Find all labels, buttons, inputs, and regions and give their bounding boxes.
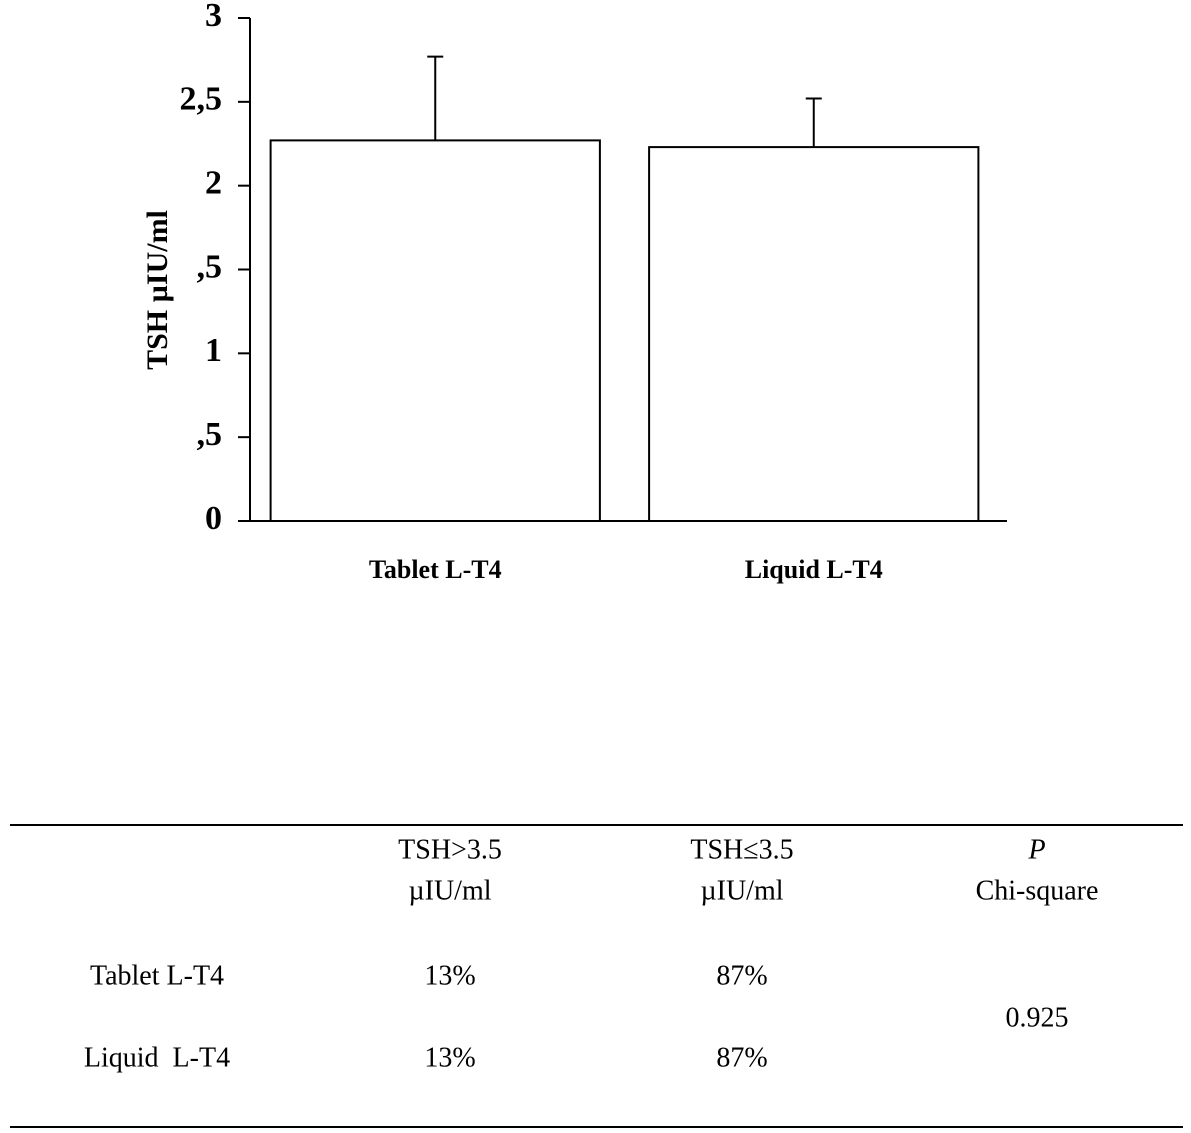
table-cell: 87% <box>716 1042 767 1073</box>
p-value: 0.925 <box>1006 1002 1069 1033</box>
column-header: µIU/ml <box>700 875 783 906</box>
y-tick-label: 0 <box>205 500 222 537</box>
x-tick-label: Liquid L-T4 <box>745 555 883 584</box>
column-header: P <box>1027 834 1045 865</box>
y-tick-label: ,5 <box>197 416 223 453</box>
column-header: TSH>3.5 <box>398 834 502 865</box>
column-header: µIU/ml <box>408 875 491 906</box>
table-cell: 87% <box>716 960 767 991</box>
column-header: Chi-square <box>976 875 1099 906</box>
y-tick-label: 2 <box>205 164 222 201</box>
row-label: Liquid L-T4 <box>84 1042 230 1073</box>
bar <box>648 146 980 522</box>
y-tick-label: 1 <box>205 332 222 369</box>
column-header: TSH≤3.5 <box>690 834 793 865</box>
y-tick-label: ,5 <box>197 248 223 285</box>
table-cell: 13% <box>424 960 475 991</box>
table-cell: 13% <box>424 1042 475 1073</box>
y-tick-label: 3 <box>205 0 222 34</box>
bar <box>269 139 601 522</box>
x-tick-label: Tablet L-T4 <box>369 555 502 584</box>
row-label: Tablet L-T4 <box>90 960 224 991</box>
y-axis-label: TSH µIU/ml <box>141 210 174 370</box>
y-tick-label: 2,5 <box>180 81 223 118</box>
